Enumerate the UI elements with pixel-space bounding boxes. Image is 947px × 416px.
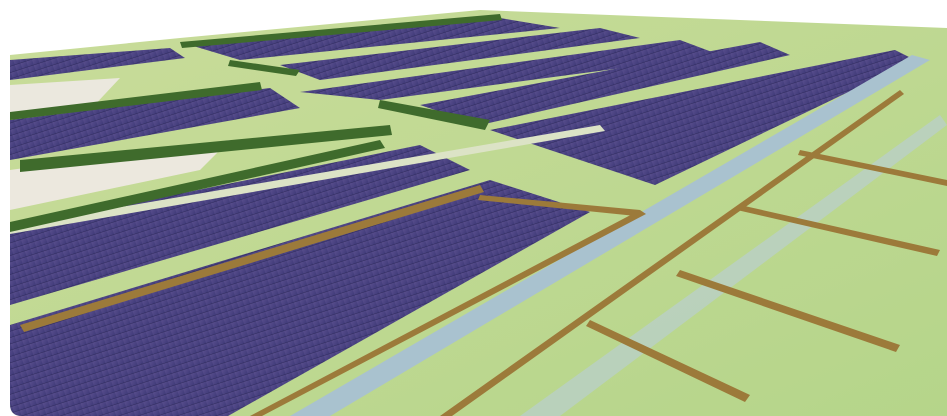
bare-plot xyxy=(10,140,230,210)
solar-block xyxy=(190,18,560,60)
solar-block xyxy=(10,180,590,416)
solar-block xyxy=(300,40,720,100)
solar-block xyxy=(280,28,640,80)
canal xyxy=(290,55,930,416)
solar-block xyxy=(490,50,915,185)
solar-block xyxy=(10,145,470,305)
hedge-rows xyxy=(20,90,947,416)
tree-rows xyxy=(10,14,502,232)
solar-block xyxy=(10,48,185,80)
solar-block xyxy=(420,42,790,125)
solar-block xyxy=(10,88,300,160)
road xyxy=(10,125,605,234)
